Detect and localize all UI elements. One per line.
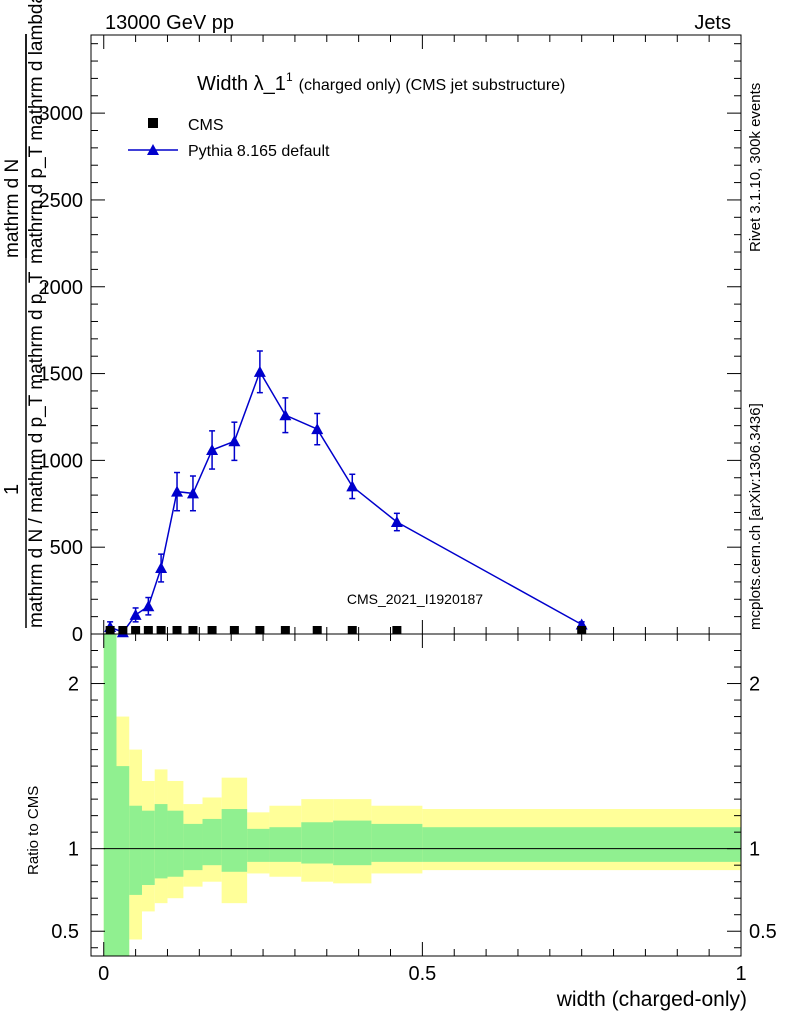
legend-pythia-label: Pythia 8.165 default [188,143,330,160]
ratio-ytick-label: 1 [68,839,79,861]
ratio-band-green [154,804,168,879]
ratio-band-green [116,766,130,956]
pythia-point [129,608,142,620]
pythia-point [346,480,359,492]
upper-ytick-label: 3000 [39,103,84,125]
ratio-ytick-label: 0.5 [51,921,79,943]
cms-point [392,626,402,634]
upper-axis-ticks: 0 500 1000 1500 2000 2500 3000 [39,35,742,646]
xtick-label: 1 [735,963,746,985]
upper-series-layer [104,350,588,638]
pythia-point [253,365,266,377]
cms-point [312,626,322,634]
header-process-label: Jets [694,12,731,34]
upper-ytick-label: 1000 [39,450,84,472]
cms-point [131,626,141,634]
legend-cms-label: CMS [188,117,224,134]
pythia-point [206,443,219,455]
upper-ytick-label: 2000 [39,277,84,299]
lower-axis-ticks: 0.5 0.51 12 20 0.5 1 [51,634,777,985]
ratio-y-axis-label: Ratio to CMS [25,786,42,875]
cms-point [280,626,290,634]
ratio-band-green [141,810,155,885]
chart-title-rest: (charged only) (CMS jet substructure) [299,77,566,94]
pythia-point [228,435,241,447]
upper-ytick-label: 2500 [39,190,84,212]
ratio-ytick-label-right: 0.5 [749,921,777,943]
xtick-label: 0 [98,963,109,985]
pythia-point [186,487,199,499]
chart-title: Width λ_11 (charged only) (CMS jet substr… [197,70,565,95]
cms-point [229,626,239,634]
legend: CMS Pythia 8.165 default [128,117,330,160]
upper-ytick-label: 1500 [39,364,84,386]
ratio-band-green [371,823,423,862]
cms-point [118,626,128,634]
cms-point [172,626,182,634]
pythia-point [279,409,292,421]
ratio-band-green [333,820,372,866]
ratio-band-green [422,827,741,862]
ratio-band-green [167,810,184,877]
lower-frame-box [90,633,742,957]
legend-cms-marker [148,118,158,128]
pythia-point [142,600,155,612]
chart-title-sup: 1 [286,70,293,84]
ylabel-denominator-right: mathrm d p_T mathrm d lambda [26,0,47,264]
ratio-band-green [103,634,117,956]
ratio-band-green [269,827,302,862]
cms-point [105,626,115,634]
upper-y-axis-label: 1 mathrm d N / mathrm d p_T mathrm d p_T… [1,0,47,628]
ratio-ytick-label-right: 2 [749,674,760,696]
ylabel-denominator: mathrm d N / mathrm d p_T mathrm d p_T [26,271,47,628]
pythia-point [390,516,403,528]
ratio-band-green [247,828,270,862]
cms-point [156,626,166,634]
analysis-watermark: CMS_2021_I1920187 [347,591,483,607]
cms-point [188,626,198,634]
ratio-ytick-label: 2 [68,674,79,696]
ratio-band-green [183,823,203,871]
cms-point [347,626,357,634]
ratio-bands [103,634,741,956]
upper-ytick-label: 0 [72,624,83,646]
xtick-label: 0.5 [408,963,436,985]
cms-point [255,626,265,634]
chart-title-main: Width λ_1 [197,73,286,95]
mcplots-info-label: mcplots.cern.ch [arXiv:1306.3436] [747,403,764,630]
ratio-ytick-label-right: 1 [749,839,760,861]
lower-panel-frame [90,633,742,957]
pythia-point [155,562,168,574]
ratio-band-green [221,809,248,872]
legend-pythia-marker [147,144,159,155]
header-energy-label: 13000 GeV pp [105,12,234,34]
upper-ytick-label: 500 [50,537,83,559]
rivet-info-label: Rivet 3.1.10, 300k events [747,83,764,252]
cms-point [143,626,153,634]
ratio-band-green [301,822,334,864]
cms-point [207,626,217,634]
ylabel-numerator: 1 [1,484,23,495]
cms-point [577,626,587,634]
pythia-point [171,485,184,497]
ratio-band-green [202,818,222,866]
x-axis-label: width (charged-only) [556,988,747,1011]
ylabel-numerator-right: mathrm d N [2,159,23,258]
ratio-band-green [129,805,142,895]
pythia-point [311,423,324,435]
